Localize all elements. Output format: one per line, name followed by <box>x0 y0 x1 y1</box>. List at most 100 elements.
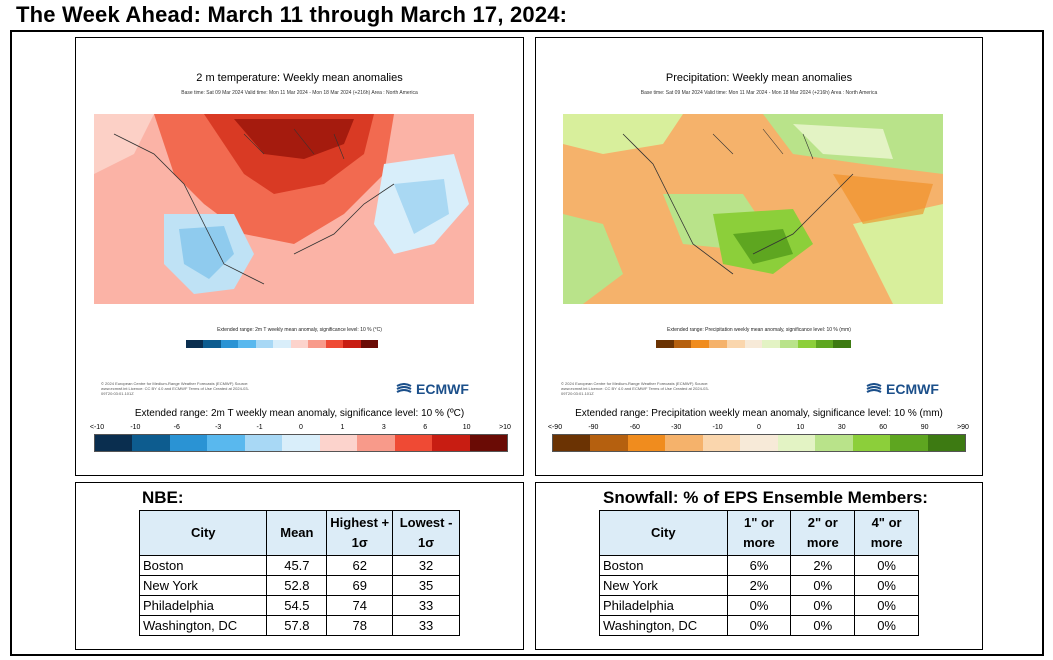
lowest-cell: 35 <box>392 575 460 596</box>
table-row: Washington, DC 0% 0% 0% <box>599 615 919 636</box>
temperature-tick-label: 3 <box>381 424 386 431</box>
precipitation-fineprint: © 2024 European Centre for Medium-Range … <box>561 381 709 396</box>
table-row: New York 52.8 69 35 <box>138 575 460 596</box>
highest-cell: 78 <box>326 615 394 636</box>
precipitation-colorbar-segment <box>627 435 666 451</box>
nbe-header-highest: Highest + 1σ <box>326 510 394 556</box>
temperature-tick-label: -10 <box>130 424 141 431</box>
precipitation-legend-colorbar <box>552 434 966 452</box>
table-row: Boston 6% 2% 0% <box>599 555 919 576</box>
precipitation-tick-label: 10 <box>796 424 805 431</box>
city-cell: Boston <box>138 555 268 576</box>
city-cell: Washington, DC <box>599 615 728 636</box>
snow-1in-cell: 6% <box>726 555 792 576</box>
temperature-legend-colorbar <box>94 434 508 452</box>
temperature-colorbar-segment <box>319 435 358 451</box>
snow-1in-cell: 2% <box>726 575 792 596</box>
city-cell: Boston <box>599 555 728 576</box>
temperature-colorbar-segment <box>95 435 133 451</box>
temperature-map-panel: 2 m temperature: Weekly mean anomalies B… <box>75 37 524 476</box>
temperature-colorbar-segment <box>394 435 433 451</box>
table-row: Philadelphia 54.5 74 33 <box>138 595 460 616</box>
snowfall-header-1in-line2: more <box>743 535 775 550</box>
ecmwf-logo-text: ECMWF <box>886 381 939 397</box>
precipitation-small-caption: Extended range: Precipitation weekly mea… <box>667 327 851 333</box>
ecmwf-logo: ECMWF <box>866 381 939 397</box>
city-cell: Philadelphia <box>138 595 268 616</box>
temperature-colorbar-segment <box>469 435 507 451</box>
snowfall-header-4in-line2: more <box>870 535 903 550</box>
precipitation-tick-label: 90 <box>920 424 929 431</box>
temperature-colorbar-segment <box>207 435 245 451</box>
snow-1in-cell: 0% <box>726 615 792 636</box>
precipitation-tick-label: <-90 <box>547 424 563 431</box>
temperature-tick-label: -6 <box>173 424 180 431</box>
temperature-tick-label: 10 <box>462 424 471 431</box>
snowfall-header-row: City 1" or more 2" or more 4" or more <box>599 510 919 556</box>
ecmwf-logo-icon <box>396 383 412 393</box>
lowest-cell: 33 <box>392 595 460 616</box>
precipitation-tick-label: >90 <box>957 424 969 431</box>
temperature-fineprint: © 2024 European Centre for Medium-Range … <box>101 381 249 396</box>
snowfall-table: City 1" or more 2" or more 4" or more Bosto… <box>599 510 919 636</box>
precipitation-tick-label: -10 <box>712 424 723 431</box>
snowfall-header-2in-line2: more <box>806 535 839 550</box>
mean-cell: 52.8 <box>266 575 328 596</box>
precipitation-map-panel: Precipitation: Weekly mean anomalies Bas… <box>535 37 983 476</box>
highest-cell: 74 <box>326 595 394 616</box>
precipitation-tick-label: 60 <box>879 424 888 431</box>
snowfall-header-4in: 4" or more <box>854 510 919 556</box>
city-cell: New York <box>138 575 268 596</box>
precipitation-map-subtitle: Base time: Sat 09 Mar 2024 Valid time: M… <box>640 90 878 96</box>
snow-1in-cell: 0% <box>726 595 792 616</box>
temperature-tick-label: 1 <box>340 424 345 431</box>
snowfall-title: Snowfall: % of EPS Ensemble Members: <box>603 488 928 507</box>
nbe-table: City Mean Highest + 1σ Lowest - 1σ Boston 4… <box>138 510 460 636</box>
temperature-colorbar-segment <box>169 435 208 451</box>
lowest-cell: 33 <box>392 615 460 636</box>
temperature-map-title: 2 m temperature: Weekly mean anomalies <box>196 72 403 84</box>
precipitation-anomaly-map <box>563 114 943 304</box>
page-title: The Week Ahead: March 11 through March 1… <box>16 2 568 27</box>
precipitation-colorbar-segment <box>740 435 778 451</box>
temperature-tick-label: >10 <box>499 424 511 431</box>
temperature-legend-caption: Extended range: 2m T weekly mean anomaly… <box>134 408 465 419</box>
snowfall-header-4in-line1: 4" or <box>871 515 902 530</box>
snowfall-header-2in-line1: 2" or <box>807 515 838 530</box>
precipitation-colorbar-segment <box>553 435 591 451</box>
snow-4in-cell: 0% <box>854 615 919 636</box>
snow-2in-cell: 2% <box>790 555 856 576</box>
ecmwf-logo-text: ECMWF <box>416 381 469 397</box>
table-row: New York 2% 0% 0% <box>599 575 919 596</box>
nbe-panel: NBE: City Mean Highest + 1σ Lowest - 1σ Bo… <box>75 482 524 650</box>
precipitation-tick-label: 0 <box>757 424 761 431</box>
precipitation-tick-label: 30 <box>837 424 846 431</box>
snow-2in-cell: 0% <box>790 575 856 596</box>
precipitation-colorbar-segment <box>590 435 628 451</box>
city-cell: Washington, DC <box>138 615 268 636</box>
mean-cell: 45.7 <box>266 555 328 576</box>
nbe-header-mean: Mean <box>266 510 328 556</box>
table-row: Philadelphia 0% 0% 0% <box>599 595 919 616</box>
precipitation-colorbar-segment <box>927 435 965 451</box>
table-row: Boston 45.7 62 32 <box>138 555 460 576</box>
snow-4in-cell: 0% <box>854 555 919 576</box>
highest-cell: 69 <box>326 575 394 596</box>
snow-2in-cell: 0% <box>790 595 856 616</box>
temperature-map-subtitle: Base time: Sat 09 Mar 2024 Valid time: M… <box>181 90 418 96</box>
precipitation-colorbar-segment <box>665 435 703 451</box>
mean-cell: 54.5 <box>266 595 328 616</box>
temperature-colorbar-segment <box>432 435 470 451</box>
precipitation-tick-labels: <-90 -90 -60 -30 -10 0 10 30 60 90 >90 <box>548 424 969 434</box>
temperature-tick-label: -1 <box>256 424 263 431</box>
mean-cell: 57.8 <box>266 615 328 636</box>
snow-2in-cell: 0% <box>790 615 856 636</box>
highest-cell: 62 <box>326 555 394 576</box>
snow-4in-cell: 0% <box>854 575 919 596</box>
precipitation-tick-label: -30 <box>671 424 682 431</box>
precipitation-colorbar-segment <box>777 435 816 451</box>
nbe-header-highest-line1: Highest + <box>330 515 390 530</box>
temperature-anomaly-map <box>94 114 474 304</box>
lowest-cell: 32 <box>392 555 460 576</box>
temperature-small-caption: Extended range: 2m T weekly mean anomaly… <box>217 327 382 333</box>
